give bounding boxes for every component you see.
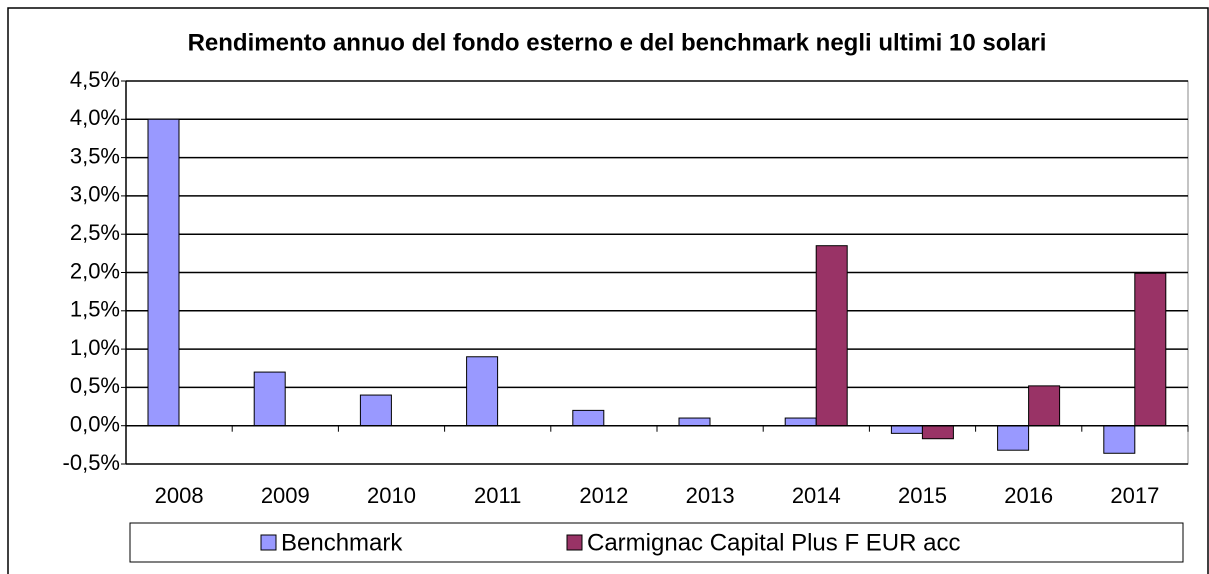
bar [921,425,954,440]
y-tick-label: 1,0% [70,335,120,360]
y-tick-label: 2,0% [70,258,120,283]
bar [147,118,180,427]
legend-label: Benchmark [281,529,403,556]
bar [1134,272,1167,427]
y-tick-label: 3,0% [70,182,120,207]
x-tick-label: 2015 [898,483,947,508]
legend-swatch [566,534,583,551]
bar [466,356,499,427]
legend-label: Carmignac Capital Plus F EUR acc [587,529,960,556]
y-tick-label: 2,5% [70,220,120,245]
bar [572,409,605,427]
bar [997,425,1030,451]
y-tick-label: 3,5% [70,143,120,168]
y-tick-label: 4,0% [70,105,120,130]
bar [359,394,392,427]
y-tick-label: 4,5% [70,67,120,92]
x-tick-label: 2012 [579,483,628,508]
x-tick-label: 2010 [367,483,416,508]
bar [253,371,286,427]
x-tick-label: 2016 [1004,483,1053,508]
x-tick-label: 2009 [261,483,310,508]
y-tick-label: 1,5% [70,297,120,322]
legend-swatch [260,534,277,551]
bar [1103,425,1136,454]
bar [784,417,817,427]
x-tick-label: 2011 [474,483,521,508]
x-tick-label: 2014 [792,483,841,508]
x-tick-label: 2017 [1110,483,1159,508]
bar [678,417,711,427]
bar [890,425,923,434]
bar [1028,385,1061,427]
x-tick-label: 2008 [155,483,204,508]
bar [815,245,848,427]
legend-box [129,522,1184,563]
x-tick-label: 2013 [686,483,735,508]
y-tick-label: 0,5% [70,373,120,398]
chart-title: Rendimento annuo del fondo esterno e del… [188,29,1047,56]
y-tick-label: -0,5% [63,450,120,475]
y-tick-label: 0,0% [70,412,120,437]
